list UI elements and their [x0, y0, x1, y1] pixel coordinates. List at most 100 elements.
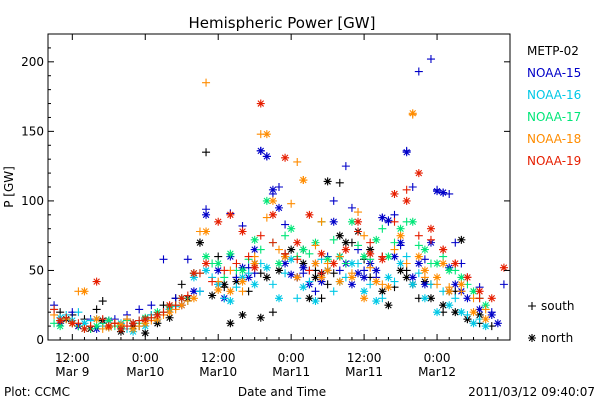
north-point-noaa-17 — [360, 252, 369, 261]
south-point-noaa-19 — [86, 322, 95, 331]
south-point-noaa-15 — [341, 162, 350, 171]
south-point-metp-02 — [92, 305, 101, 314]
south-point-noaa-17 — [390, 238, 399, 247]
north-point-metp-02 — [439, 301, 448, 310]
south-point-noaa-18 — [402, 259, 411, 268]
north-point-metp-02 — [335, 231, 344, 240]
north-point-noaa-19 — [256, 99, 265, 108]
north-point-noaa-15 — [433, 187, 442, 196]
south-point-noaa-19 — [135, 316, 144, 325]
north-point-noaa-15 — [189, 287, 198, 296]
north-point-noaa-19 — [250, 263, 259, 272]
north-point-noaa-19 — [214, 217, 223, 226]
north-point-noaa-19 — [487, 294, 496, 303]
south-point-metp-02 — [214, 252, 223, 261]
x-tick-label-time: 0:00 — [278, 351, 305, 365]
north-point-noaa-16 — [372, 297, 381, 306]
north-point-noaa-19 — [305, 210, 314, 219]
chart-title: Hemispheric Power [GW] — [189, 14, 376, 32]
north-point-noaa-16 — [360, 287, 369, 296]
north-point-noaa-16 — [408, 280, 417, 289]
south-point-noaa-16 — [232, 283, 241, 292]
south-point-metp-02 — [317, 294, 326, 303]
north-point-noaa-19 — [68, 319, 77, 328]
north-point-noaa-15 — [262, 152, 271, 161]
south-point-noaa-15 — [147, 301, 156, 310]
north-point-metp-02 — [311, 273, 320, 282]
legend-entry-noaa-16: NOAA-16 — [527, 88, 581, 102]
north-point-noaa-16 — [275, 294, 283, 303]
south-point-noaa-18 — [360, 231, 369, 240]
south-point-noaa-18 — [238, 287, 247, 296]
south-point-noaa-18 — [293, 157, 302, 166]
north-point-noaa-15 — [384, 216, 393, 225]
south-point-noaa-18 — [202, 78, 211, 87]
north-point-noaa-18 — [226, 287, 235, 296]
north-point-metp-02 — [323, 177, 332, 186]
south-point-noaa-17 — [341, 259, 350, 268]
north-point-noaa-15 — [420, 280, 429, 289]
y-axis-label: P [GW] — [2, 166, 16, 208]
south-point-noaa-19 — [62, 313, 71, 322]
south-point-noaa-18 — [262, 213, 271, 222]
north-point-noaa-19 — [354, 217, 363, 226]
north-point-metp-02 — [305, 294, 314, 303]
north-point-noaa-15 — [439, 188, 448, 197]
north-point-noaa-17 — [275, 259, 283, 268]
north-point-noaa-15 — [396, 238, 405, 247]
north-point-noaa-19 — [390, 189, 399, 198]
north-point-noaa-18 — [420, 266, 429, 275]
south-point-noaa-15 — [135, 305, 144, 314]
north-point-noaa-18 — [165, 308, 174, 317]
south-point-noaa-15 — [426, 55, 435, 64]
north-point-noaa-19 — [341, 245, 350, 254]
north-point-noaa-15 — [451, 280, 460, 289]
north-point-noaa-17 — [202, 252, 211, 261]
north-point-noaa-15 — [329, 217, 338, 226]
north-point-noaa-15 — [390, 252, 399, 261]
north-point-noaa-17 — [104, 316, 113, 325]
north-point-noaa-17 — [481, 301, 490, 310]
north-point-noaa-18 — [116, 320, 125, 329]
north-point-noaa-15 — [256, 146, 265, 155]
north-point-noaa-19 — [329, 259, 338, 268]
north-point-noaa-16 — [287, 255, 296, 264]
north-point-noaa-18 — [317, 273, 326, 282]
north-point-noaa-16 — [189, 273, 198, 282]
legend-entry-noaa-19: NOAA-19 — [527, 154, 581, 168]
north-point-noaa-19 — [189, 269, 198, 278]
north-point-noaa-18 — [335, 277, 344, 286]
south-point-noaa-17 — [414, 241, 423, 250]
south-point-metp-02 — [329, 269, 338, 278]
north-point-metp-02 — [153, 319, 162, 328]
north-point-metp-02 — [226, 319, 235, 328]
north-point-noaa-19 — [226, 210, 235, 219]
north-point-metp-02 — [195, 238, 204, 247]
north-point-noaa-15 — [408, 273, 417, 282]
north-point-noaa-15 — [202, 210, 211, 219]
south-point-noaa-15 — [347, 203, 356, 212]
north-point-noaa-18 — [238, 277, 247, 286]
x-tick-label-time: 0:00 — [424, 351, 451, 365]
south-point-noaa-19 — [147, 313, 156, 322]
data-points — [50, 55, 508, 338]
footer-timestamp: 2011/03/12 09:40:07 — [468, 385, 595, 399]
north-point-noaa-15 — [493, 319, 502, 328]
north-point-metp-02 — [287, 245, 296, 254]
south-point-noaa-16 — [281, 269, 290, 278]
south-point-noaa-16 — [305, 277, 314, 286]
north-point-noaa-17 — [433, 259, 442, 268]
north-point-noaa-18 — [408, 109, 417, 118]
north-point-noaa-19 — [293, 238, 302, 247]
x-tick-label-date: Mar10 — [126, 365, 164, 379]
x-tick-label-date: Mar 9 — [55, 365, 89, 379]
south-point-noaa-17 — [256, 245, 265, 254]
north-point-noaa-18 — [414, 252, 423, 261]
south-point-noaa-19 — [293, 255, 302, 264]
south-point-noaa-17 — [220, 273, 229, 282]
north-point-noaa-18 — [360, 294, 369, 303]
north-point-metp-02 — [451, 308, 460, 317]
north-point-noaa-18 — [372, 277, 381, 286]
north-point-noaa-18 — [323, 266, 332, 275]
